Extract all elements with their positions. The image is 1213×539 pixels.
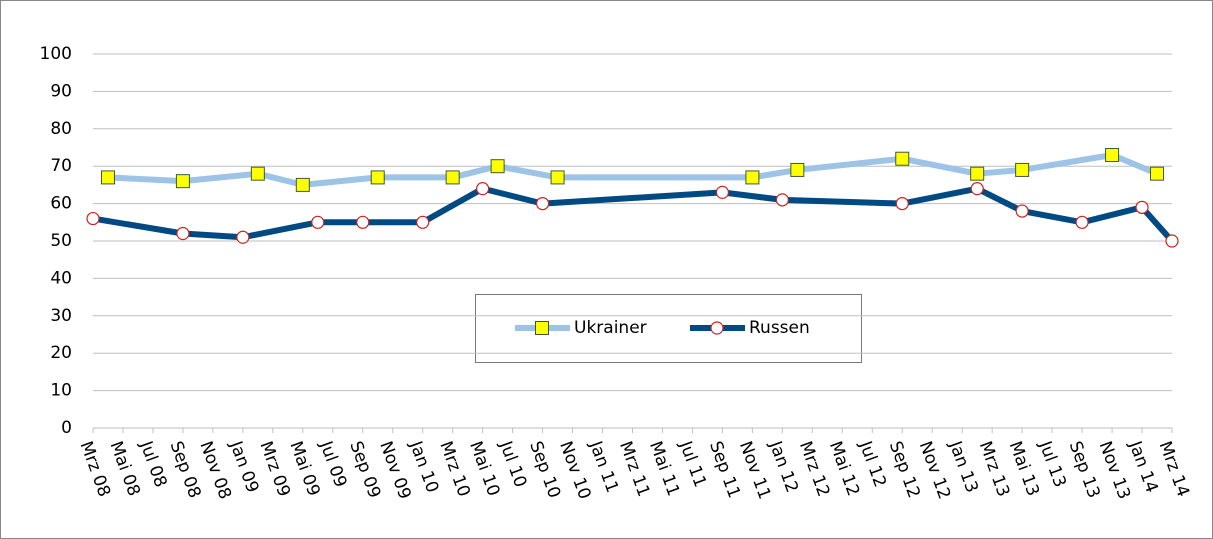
marker	[790, 162, 805, 177]
marker	[100, 170, 115, 185]
marker	[1165, 234, 1179, 248]
marker	[356, 215, 370, 229]
y-tick-label: 90	[50, 81, 72, 101]
marker	[1015, 204, 1029, 218]
marker	[715, 185, 730, 199]
marker	[175, 174, 190, 189]
legend-marker	[535, 321, 549, 335]
y-tick-label: 40	[50, 268, 72, 288]
marker	[86, 211, 100, 226]
marker	[550, 170, 565, 185]
y-tick-label: 20	[50, 343, 72, 363]
marker	[476, 182, 490, 196]
marker	[970, 166, 985, 181]
y-tick-label: 0	[61, 418, 72, 438]
marker	[895, 151, 910, 166]
marker	[1015, 162, 1030, 177]
marker	[250, 166, 265, 181]
marker	[236, 230, 250, 244]
marker	[775, 193, 789, 207]
marker	[1075, 215, 1089, 229]
y-tick-label: 80	[50, 119, 72, 139]
y-tick-label: 30	[50, 306, 72, 326]
legend-marker	[710, 321, 724, 335]
y-tick-label: 50	[50, 231, 72, 251]
marker	[445, 170, 460, 185]
legend-label: Russen	[749, 318, 810, 338]
marker	[416, 215, 430, 229]
marker	[895, 197, 909, 211]
marker	[535, 197, 550, 211]
y-tick-label: 70	[50, 156, 72, 176]
marker	[970, 182, 984, 196]
marker	[311, 215, 325, 229]
marker	[1105, 147, 1120, 162]
marker	[490, 159, 505, 174]
legend-label: Ukrainer	[574, 318, 647, 338]
y-tick-label: 10	[50, 381, 72, 401]
y-tick-label: 60	[50, 194, 72, 214]
y-tick-label: 100	[40, 44, 72, 64]
series-line	[92, 185, 1175, 243]
marker	[176, 226, 190, 241]
marker	[745, 170, 760, 185]
marker	[370, 170, 385, 185]
marker	[295, 177, 310, 192]
marker	[1135, 200, 1149, 214]
marker	[1150, 166, 1165, 181]
